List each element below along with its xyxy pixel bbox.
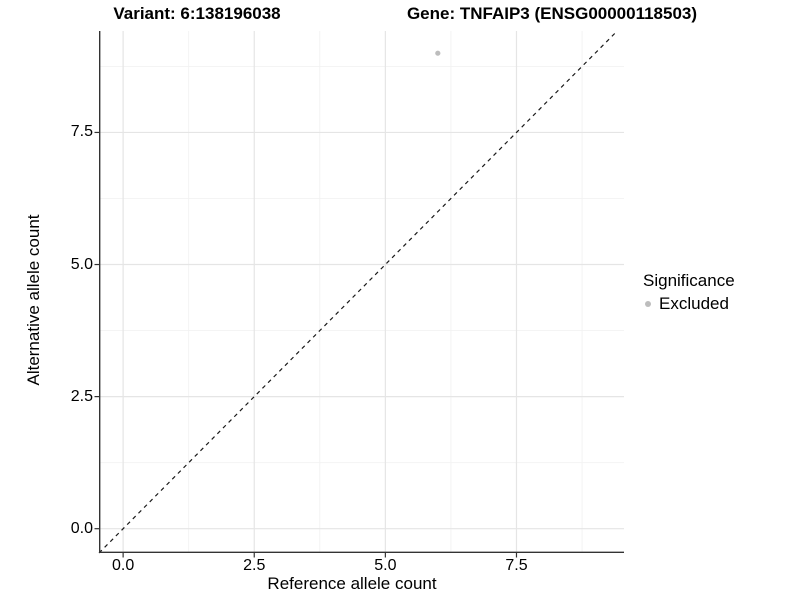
y-axis-title: Alternative allele count — [24, 214, 43, 386]
x-tick-label: 5.0 — [374, 557, 397, 574]
y-tick-label: 7.5 — [70, 123, 93, 141]
gene-title: Gene: TNFAIP3 (ENSG00000118503) — [406, 4, 698, 23]
legend-point-icon — [645, 301, 651, 307]
x-tick-label: 2.5 — [243, 557, 266, 574]
legend-item-excluded: Excluded — [643, 294, 735, 314]
plot-canvas — [94, 30, 624, 558]
x-tick-label: 0.0 — [112, 557, 135, 574]
y-tick-label: 0.0 — [70, 519, 93, 537]
data-point — [435, 50, 441, 56]
legend: Significance Excluded — [643, 271, 735, 314]
x-axis-title: Reference allele count — [267, 574, 437, 593]
legend-item-label: Excluded — [659, 294, 729, 313]
variant-title: Variant: 6:138196038 — [113, 4, 281, 23]
y-tick-label: 5.0 — [70, 255, 93, 273]
identity-line — [98, 30, 618, 554]
legend-title: Significance — [643, 271, 735, 290]
plot-panel — [94, 30, 624, 558]
x-tick-label: 7.5 — [505, 557, 528, 574]
y-tick-label: 2.5 — [70, 387, 93, 405]
